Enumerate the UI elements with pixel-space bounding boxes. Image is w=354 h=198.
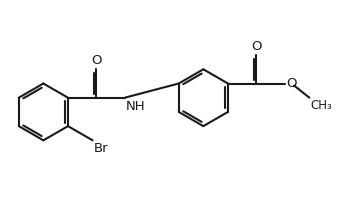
- Text: O: O: [286, 77, 296, 90]
- Text: NH: NH: [126, 100, 145, 113]
- Text: O: O: [251, 40, 262, 53]
- Text: O: O: [91, 54, 102, 67]
- Text: Br: Br: [93, 142, 108, 155]
- Text: CH₃: CH₃: [310, 99, 332, 112]
